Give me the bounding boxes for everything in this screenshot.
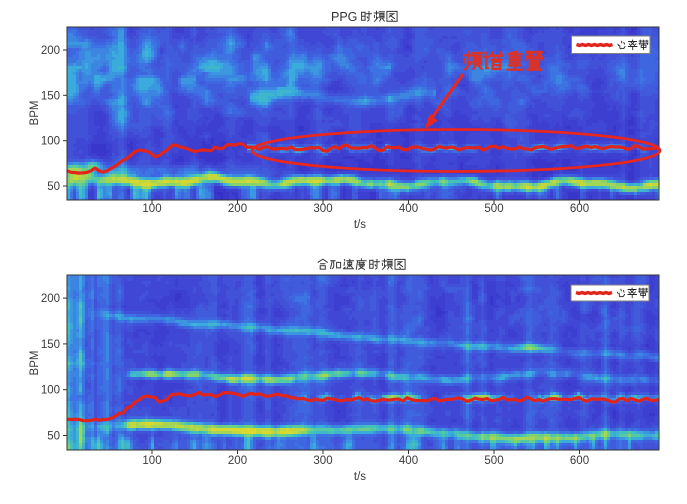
svg-text:50: 50 — [47, 431, 60, 443]
svg-text:50: 50 — [47, 181, 60, 193]
svg-text:200: 200 — [41, 45, 60, 57]
svg-text:200: 200 — [41, 293, 60, 305]
svg-text:200: 200 — [228, 203, 247, 215]
svg-text:600: 600 — [570, 455, 589, 467]
svg-text:300: 300 — [313, 203, 332, 215]
svg-text:100: 100 — [41, 136, 60, 148]
svg-text:BPM: BPM — [29, 101, 41, 126]
svg-text:600: 600 — [570, 203, 589, 215]
svg-text:150: 150 — [41, 339, 60, 351]
svg-text:400: 400 — [399, 455, 418, 467]
svg-text:400: 400 — [399, 203, 418, 215]
svg-text:t/s: t/s — [354, 471, 366, 483]
svg-text:BPM: BPM — [29, 351, 41, 376]
svg-text:100: 100 — [142, 203, 161, 215]
svg-text:100: 100 — [41, 385, 60, 397]
svg-text:t/s: t/s — [354, 219, 366, 231]
svg-text:150: 150 — [41, 90, 60, 102]
svg-text:200: 200 — [228, 455, 247, 467]
svg-text:500: 500 — [484, 455, 503, 467]
svg-text:300: 300 — [313, 455, 332, 467]
svg-text:100: 100 — [142, 455, 161, 467]
svg-text:500: 500 — [484, 203, 503, 215]
svg-text:PPG: PPG — [331, 10, 357, 24]
